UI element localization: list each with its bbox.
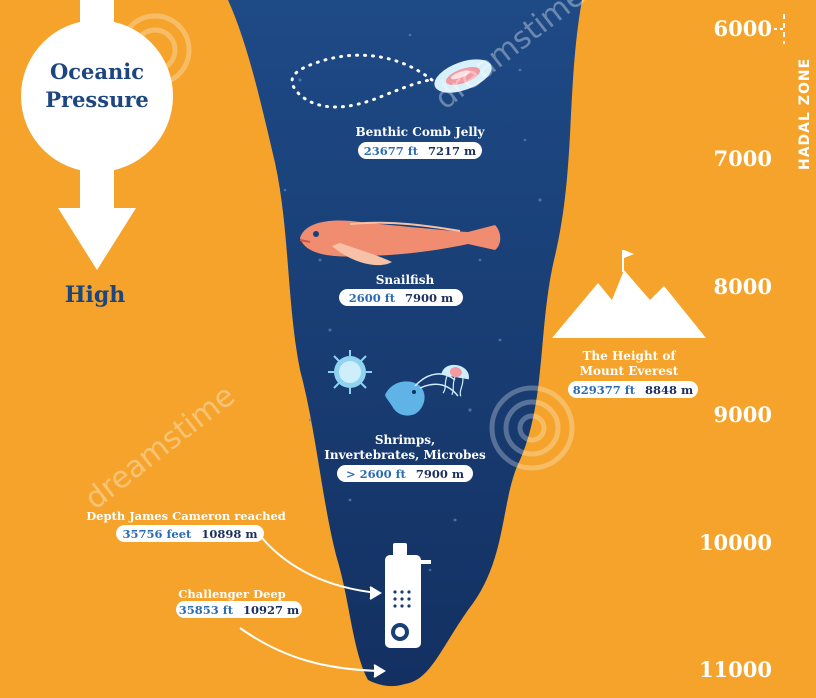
everest-label-line2: Mount Everest <box>579 364 679 378</box>
trench-shape <box>228 0 582 687</box>
depth-tick: 11000 <box>698 657 772 682</box>
cameron-label: Depth James Cameron reached <box>86 509 286 523</box>
depth-feet: 35756 feet <box>122 526 192 541</box>
depth-meters: 10898 m <box>201 526 258 541</box>
depth-tick: 8000 <box>713 274 772 299</box>
pressure-title-line1: Oceanic <box>49 59 145 84</box>
hadal-zone-label: HADAL ZONE <box>797 57 813 170</box>
pressure-level: High <box>64 282 126 308</box>
depth-feet: 35853 ft <box>178 602 234 617</box>
cameron-depth: 35756 feet 10898 m <box>116 525 264 542</box>
challenger-depth: 35853 ft 10927 m <box>176 601 302 618</box>
shrimp-icon <box>385 373 459 416</box>
snailfish-label: Snailfish <box>375 273 435 287</box>
depth-feet: 23677 ft <box>363 143 419 158</box>
depth-feet: 2600 ft <box>348 290 396 305</box>
challenger-arrow <box>239 627 386 678</box>
shrimps-depth: > 2600 ft 7900 m <box>337 465 473 482</box>
jelly-trail <box>290 53 434 109</box>
everest-label: The Height of Mount Everest <box>562 349 696 379</box>
depth-meters: 7900 m <box>405 290 454 305</box>
challenger-label: Challenger Deep <box>178 587 286 601</box>
depth-tick: 7000 <box>713 146 772 171</box>
shrimps-label: Shrimps, Invertebrates, Microbes <box>310 433 500 463</box>
depth-tick: 6000 <box>713 16 772 41</box>
down-arrow-icon <box>58 0 136 270</box>
watermark-logo <box>118 13 575 471</box>
comb-jelly-icon <box>434 59 492 93</box>
comb-jelly-label: Benthic Comb Jelly <box>355 125 485 139</box>
depth-tick: 10000 <box>698 530 772 555</box>
snailfish-icon <box>299 220 501 266</box>
depth-meters: 10927 m <box>243 602 300 617</box>
depth-meters: 7900 m <box>415 466 465 481</box>
depth-meters: 7217 m <box>428 143 477 158</box>
depth-feet: > 2600 ft <box>345 466 406 481</box>
shrimps-label-line2: Invertebrates, Microbes <box>324 448 486 462</box>
mountain-icon <box>552 250 706 338</box>
depth-tick: 9000 <box>713 402 772 427</box>
depth-feet: 829377 ft <box>572 382 636 397</box>
comb-jelly-depth: 23677 ft 7217 m <box>358 142 482 159</box>
depth-meters: 8848 m <box>645 382 694 397</box>
snailfish-depth: 2600 ft 7900 m <box>339 289 463 306</box>
particles <box>283 33 542 572</box>
jellyfish-icon <box>441 365 469 397</box>
shrimps-label-line1: Shrimps, <box>374 433 436 447</box>
pressure-title-line2: Pressure <box>45 87 149 112</box>
pressure-circle <box>21 20 173 172</box>
everest-depth: 829377 ft 8848 m <box>568 381 698 398</box>
cameron-arrow <box>261 537 382 600</box>
pressure-title: Oceanic Pressure <box>22 58 172 114</box>
submarine-icon <box>385 543 431 648</box>
microbe-icon <box>328 350 372 394</box>
everest-label-line1: The Height of <box>582 349 676 363</box>
